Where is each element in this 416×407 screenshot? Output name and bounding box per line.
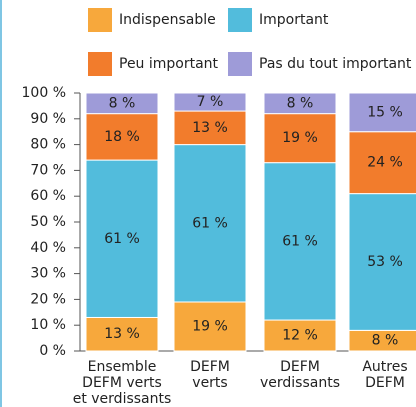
value-label: 13 % bbox=[192, 120, 228, 136]
x-tick-label-line: Autres bbox=[362, 359, 407, 375]
value-label: 18 % bbox=[104, 129, 140, 145]
value-label: 8 % bbox=[372, 333, 399, 349]
bar-segment bbox=[263, 162, 337, 321]
x-tick-label: DEFM verdissants bbox=[260, 359, 340, 391]
bar-segment bbox=[173, 110, 247, 146]
y-tick-label: 80 % bbox=[30, 137, 66, 153]
bar-segment bbox=[173, 144, 247, 303]
value-label: 61 % bbox=[104, 231, 140, 247]
y-tick-label: 50 % bbox=[30, 214, 66, 230]
y-tick-label: 40 % bbox=[30, 240, 66, 256]
value-label: 13 % bbox=[104, 326, 140, 342]
x-tick-label: Autres DEFM bbox=[362, 359, 407, 391]
x-tick-label-line: DEFM bbox=[365, 375, 405, 391]
y-tick-label: 70 % bbox=[30, 162, 66, 178]
x-tick-label-line: DEFM bbox=[190, 359, 230, 375]
value-label: 19 % bbox=[192, 318, 228, 334]
x-tick-label-line: verts bbox=[192, 375, 227, 391]
bar-segment bbox=[348, 92, 416, 133]
value-label: 8 % bbox=[109, 95, 136, 111]
x-tick-label-line: verdissants bbox=[260, 375, 340, 391]
x-tick-label-line: DEFM verts bbox=[82, 375, 162, 391]
x-tick-label-line: DEFM bbox=[280, 359, 320, 375]
value-label: 53 % bbox=[367, 254, 403, 270]
legend-swatch bbox=[88, 8, 112, 32]
legend-label: Peu important bbox=[119, 56, 219, 72]
legend-label: Pas du tout important bbox=[259, 56, 412, 72]
value-label: 61 % bbox=[282, 233, 318, 249]
bar-segment bbox=[263, 319, 337, 352]
value-label: 19 % bbox=[282, 130, 318, 146]
bar-segment bbox=[85, 316, 159, 352]
bar-segment bbox=[85, 92, 159, 115]
value-label: 61 % bbox=[192, 215, 228, 231]
value-label: 8 % bbox=[287, 95, 314, 111]
bar-segment bbox=[263, 92, 337, 115]
y-tick-label: 30 % bbox=[30, 266, 66, 282]
y-tick-label: 100 % bbox=[22, 85, 66, 101]
x-tick-label-line: Ensemble bbox=[88, 359, 157, 375]
legend-swatch bbox=[228, 52, 252, 76]
bar-segment bbox=[173, 301, 247, 352]
value-label: 12 % bbox=[282, 328, 318, 344]
x-tick-label: Ensemble DEFM verts et verdissants bbox=[73, 359, 172, 407]
bar-segment bbox=[348, 131, 416, 195]
x-tick-label: DEFM verts bbox=[190, 359, 230, 391]
y-tick-label: 90 % bbox=[30, 111, 66, 127]
y-tick-label: 0 % bbox=[39, 343, 66, 359]
x-tick-label-line: et verdissants bbox=[73, 391, 172, 407]
value-label: 15 % bbox=[367, 104, 403, 120]
bar-segment bbox=[348, 193, 416, 331]
legend-swatch bbox=[228, 8, 252, 32]
legend-label: Indispensable bbox=[119, 12, 216, 28]
y-tick-label: 10 % bbox=[30, 317, 66, 333]
bar-segment bbox=[173, 92, 247, 112]
frame-edge bbox=[0, 0, 2, 407]
value-label: 24 % bbox=[367, 155, 403, 171]
legend-label: Important bbox=[259, 12, 329, 28]
value-label: 7 % bbox=[197, 94, 224, 110]
legend-swatch bbox=[88, 52, 112, 76]
bar-segment bbox=[263, 113, 337, 164]
bar-segment bbox=[85, 159, 159, 318]
y-tick-label: 60 % bbox=[30, 188, 66, 204]
bar-segment bbox=[85, 113, 159, 161]
y-tick-label: 20 % bbox=[30, 291, 66, 307]
